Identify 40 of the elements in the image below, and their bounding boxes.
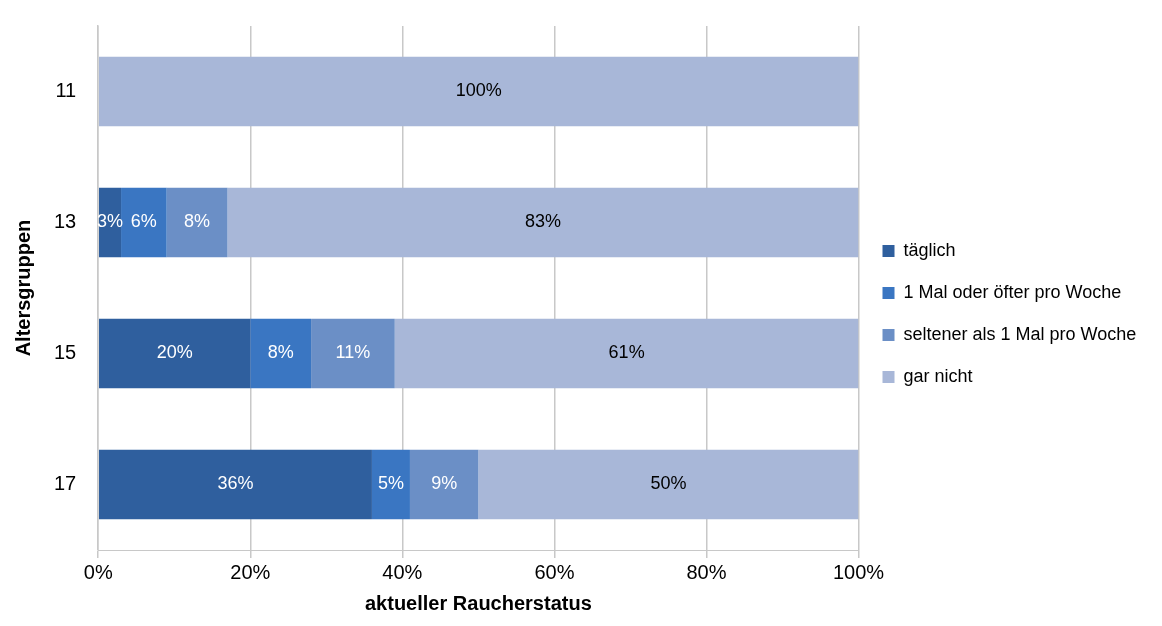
x-tick-label: 20% xyxy=(230,560,271,583)
bar xyxy=(478,449,859,520)
data-label: 8% xyxy=(267,342,294,363)
x-tick-label: 40% xyxy=(382,560,423,583)
bar xyxy=(99,56,859,127)
data-label: 8% xyxy=(184,211,211,232)
x-tick-label: 60% xyxy=(534,560,575,583)
x-tick-label: 0% xyxy=(83,560,113,583)
bar xyxy=(394,318,859,389)
legend-label: seltener als 1 Mal pro Woche xyxy=(903,323,1137,344)
bar xyxy=(227,187,859,258)
x-axis-title: aktueller Raucherstatus xyxy=(364,591,592,614)
bar xyxy=(99,449,372,520)
y-tick-label: 17 xyxy=(54,472,77,495)
x-tick-label: 80% xyxy=(686,560,727,583)
y-tick-label: 15 xyxy=(54,341,77,364)
legend-label: gar nicht xyxy=(903,365,973,386)
data-label: 36% xyxy=(217,473,254,494)
data-label: 5% xyxy=(377,473,404,494)
data-label: 61% xyxy=(608,342,645,363)
data-label: 11% xyxy=(335,342,371,363)
data-label: 100% xyxy=(455,80,502,101)
data-label: 20% xyxy=(156,342,193,363)
data-label: 83% xyxy=(524,211,562,232)
data-label: 6% xyxy=(130,211,157,232)
x-tick-label: 100% xyxy=(832,560,885,583)
data-label: 50% xyxy=(650,473,687,494)
data-label: 9% xyxy=(431,473,458,494)
bar xyxy=(409,449,479,520)
bar xyxy=(99,318,251,389)
bar xyxy=(166,187,228,258)
bar xyxy=(371,449,410,520)
y-tick-label: 11 xyxy=(55,79,77,102)
y-axis-title: Altersgruppen xyxy=(11,219,34,357)
legend-label: 1 Mal oder öfter pro Woche xyxy=(903,281,1122,302)
y-tick-label: 13 xyxy=(54,210,77,233)
bar xyxy=(250,318,312,389)
legend-label: täglich xyxy=(903,239,956,260)
bar xyxy=(311,318,395,389)
bar xyxy=(121,187,167,258)
